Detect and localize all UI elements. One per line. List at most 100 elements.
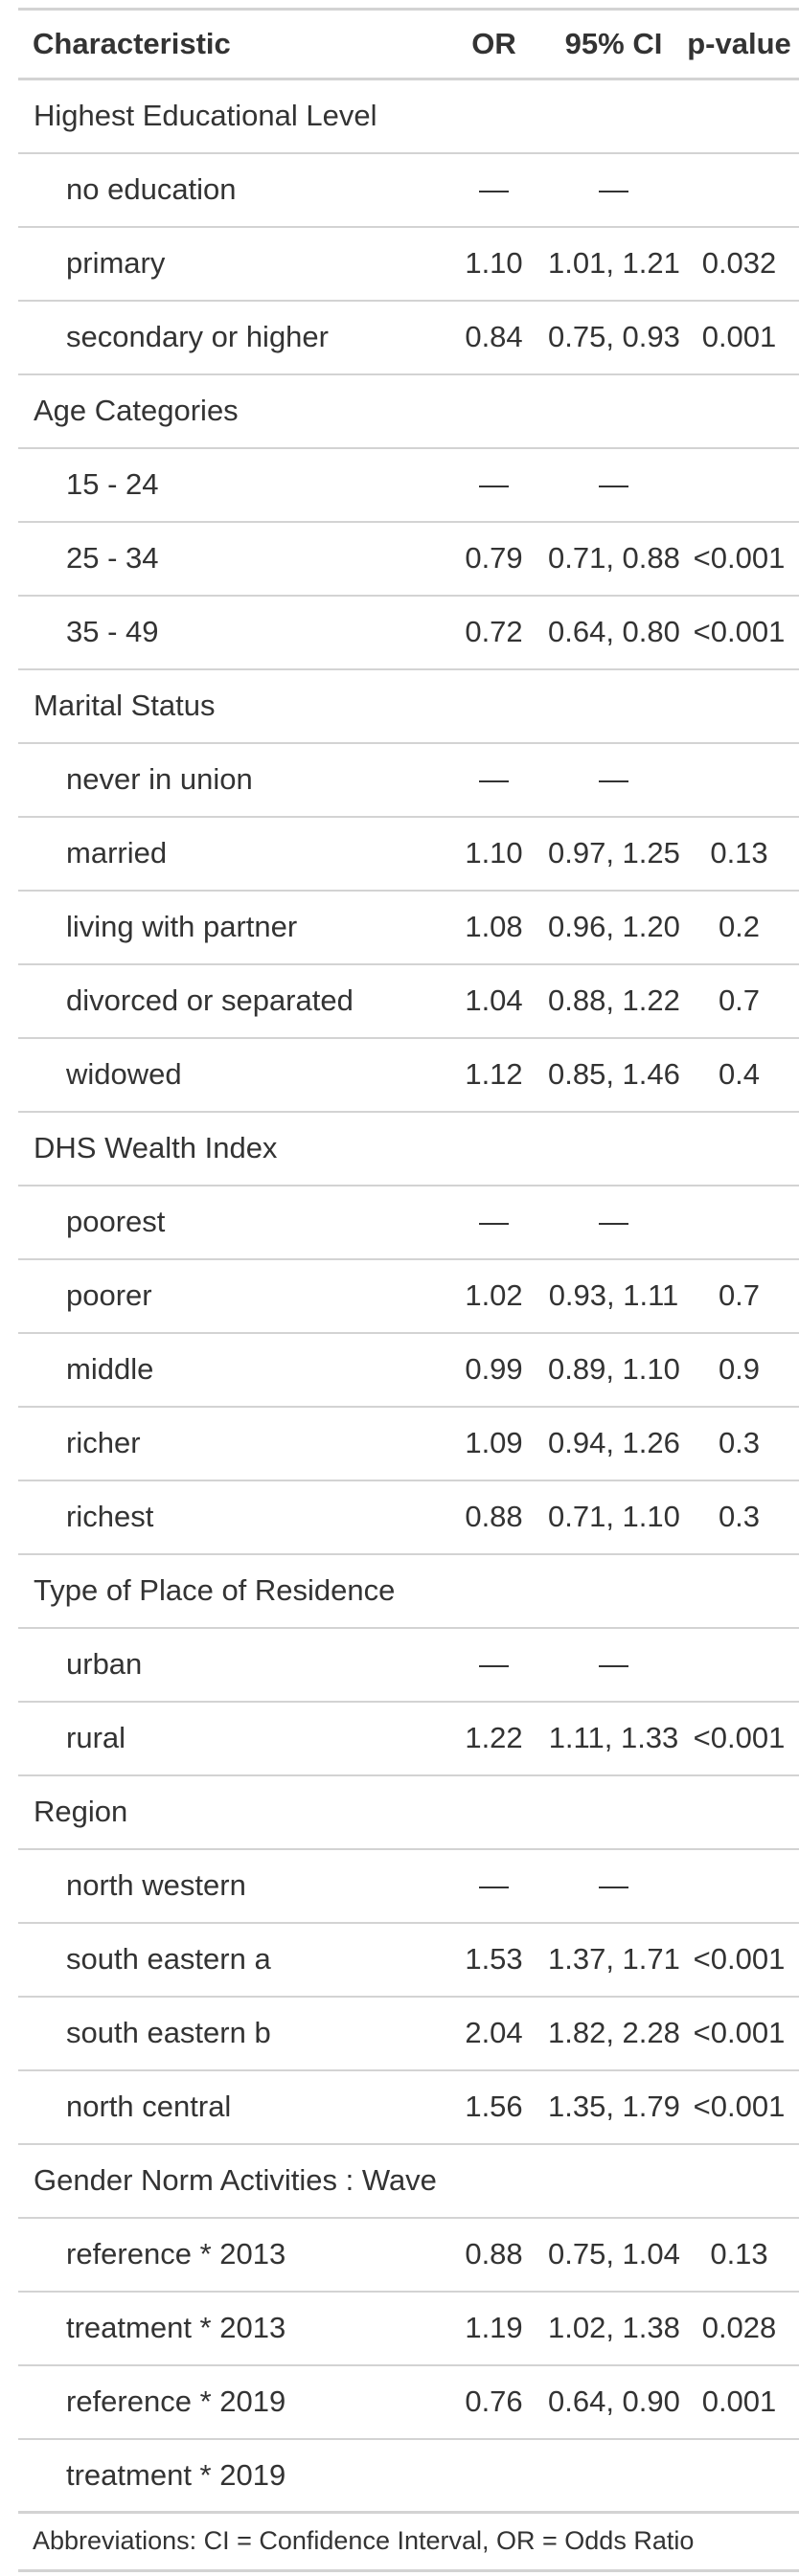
table-row: married 1.10 0.97, 1.25 0.13 <box>18 816 799 892</box>
confidence-interval-cell: — <box>548 152 679 228</box>
table-row: urban — — <box>18 1627 799 1703</box>
level-label: primary <box>18 226 440 302</box>
p-value-cell: 0.3 <box>679 1406 799 1481</box>
confidence-interval-cell: 0.85, 1.46 <box>548 1037 680 1113</box>
odds-ratio-cell: 1.04 <box>440 963 548 1039</box>
confidence-interval-cell <box>548 2143 679 2219</box>
level-label: south eastern a <box>18 1922 440 1998</box>
confidence-interval-cell: 1.02, 1.38 <box>548 2291 680 2366</box>
odds-ratio-cell: 1.19 <box>440 2291 548 2366</box>
table-row-group: Age Categories <box>18 373 799 449</box>
odds-ratio-cell: 1.56 <box>440 2069 548 2145</box>
level-label: north central <box>18 2069 440 2145</box>
table-row: treatment * 2013 1.19 1.02, 1.38 0.028 <box>18 2291 799 2366</box>
odds-ratio-cell: 1.09 <box>440 1406 548 1481</box>
p-value-cell: <0.001 <box>679 1922 799 1998</box>
confidence-interval-cell: 0.71, 1.10 <box>548 1480 680 1555</box>
level-label: reference * 2019 <box>18 2364 440 2440</box>
table-row: reference * 2013 0.88 0.75, 1.04 0.13 <box>18 2217 799 2293</box>
odds-ratio-cell: — <box>440 742 548 818</box>
p-value-cell <box>679 668 799 744</box>
variable-label: Region <box>18 1774 440 1850</box>
table-row: widowed 1.12 0.85, 1.46 0.4 <box>18 1037 799 1113</box>
odds-ratio-cell: 1.10 <box>440 816 548 892</box>
confidence-interval-cell <box>548 1774 679 1850</box>
confidence-interval-cell: 0.88, 1.22 <box>548 963 680 1039</box>
header-characteristic[interactable]: Characteristic <box>18 8 440 80</box>
odds-ratio-cell: 0.76 <box>440 2364 548 2440</box>
table-row: reference * 2019 0.76 0.64, 0.90 0.001 <box>18 2364 799 2440</box>
table-row-group: Highest Educational Level <box>18 79 799 154</box>
confidence-interval-cell <box>548 2438 679 2514</box>
odds-ratio-cell <box>440 79 548 154</box>
table-row: treatment * 2019 <box>18 2438 799 2514</box>
variable-label: Highest Educational Level <box>18 79 440 154</box>
confidence-interval-cell: — <box>548 1627 679 1703</box>
odds-ratio-cell <box>440 1553 548 1629</box>
header-confidence-interval[interactable]: 95% CI <box>548 8 679 80</box>
table-row-group: DHS Wealth Index <box>18 1111 799 1186</box>
level-label: 35 - 49 <box>18 595 440 670</box>
level-label: middle <box>18 1332 440 1408</box>
header-p-value[interactable]: p-value <box>679 8 799 80</box>
p-value-cell: <0.001 <box>679 1996 799 2071</box>
table-row-group: Marital Status <box>18 668 799 744</box>
odds-ratio-cell: 1.08 <box>440 890 548 965</box>
confidence-interval-cell: — <box>548 447 679 523</box>
confidence-interval-cell: 0.93, 1.11 <box>548 1258 679 1334</box>
variable-label: Marital Status <box>18 668 440 744</box>
header-odds-ratio[interactable]: OR <box>440 8 548 80</box>
odds-ratio-cell: 1.02 <box>440 1258 548 1334</box>
regression-table: Characteristic OR 95% CI p-value Highest… <box>18 8 799 2572</box>
odds-ratio-cell: 1.53 <box>440 1922 548 1998</box>
level-label: living with partner <box>18 890 440 965</box>
variable-label: Type of Place of Residence <box>18 1553 440 1629</box>
p-value-cell <box>679 2143 799 2219</box>
level-label: treatment * 2013 <box>18 2291 440 2366</box>
table-row: richer 1.09 0.94, 1.26 0.3 <box>18 1406 799 1481</box>
level-label: never in union <box>18 742 440 818</box>
p-value-cell: 0.7 <box>679 1258 799 1334</box>
confidence-interval-cell: 0.89, 1.10 <box>548 1332 680 1408</box>
variable-label: Gender Norm Activities : Wave <box>18 2143 440 2219</box>
p-value-cell: 0.3 <box>679 1480 799 1555</box>
table-row: 35 - 49 0.72 0.64, 0.80 <0.001 <box>18 595 799 670</box>
confidence-interval-cell: 0.75, 0.93 <box>548 300 680 375</box>
odds-ratio-cell: 0.84 <box>440 300 548 375</box>
p-value-cell <box>679 1627 799 1703</box>
confidence-interval-cell: — <box>548 1185 679 1260</box>
table-body: Highest Educational Level no education — — p… <box>18 79 799 2514</box>
p-value-cell <box>679 79 799 154</box>
odds-ratio-cell: 0.79 <box>440 521 548 597</box>
p-value-cell <box>679 2438 799 2514</box>
level-label: urban <box>18 1627 440 1703</box>
table-row: middle 0.99 0.89, 1.10 0.9 <box>18 1332 799 1408</box>
confidence-interval-cell <box>548 1111 679 1186</box>
level-label: 25 - 34 <box>18 521 440 597</box>
p-value-cell: 0.001 <box>679 300 799 375</box>
table-footer: Abbreviations: CI = Confidence Interval,… <box>18 2511 799 2572</box>
confidence-interval-cell: 0.97, 1.25 <box>548 816 680 892</box>
confidence-interval-cell: — <box>548 742 679 818</box>
table-row: north western — — <box>18 1848 799 1924</box>
level-label: poorest <box>18 1185 440 1260</box>
p-value-cell: 0.13 <box>679 816 799 892</box>
odds-ratio-cell <box>440 1111 548 1186</box>
odds-ratio-cell <box>440 2438 548 2514</box>
variable-label: DHS Wealth Index <box>18 1111 440 1186</box>
p-value-cell: <0.001 <box>679 521 799 597</box>
p-value-cell: 0.9 <box>679 1332 799 1408</box>
odds-ratio-cell: — <box>440 447 548 523</box>
level-label: treatment * 2019 <box>18 2438 440 2514</box>
confidence-interval-cell <box>548 1553 679 1629</box>
confidence-interval-cell <box>548 373 679 449</box>
p-value-cell <box>679 1553 799 1629</box>
odds-ratio-cell: — <box>440 152 548 228</box>
variable-label: Age Categories <box>18 373 440 449</box>
table-row: south eastern a 1.53 1.37, 1.71 <0.001 <box>18 1922 799 1998</box>
table-row: primary 1.10 1.01, 1.21 0.032 <box>18 226 799 302</box>
table-row: richest 0.88 0.71, 1.10 0.3 <box>18 1480 799 1555</box>
table-row-group: Type of Place of Residence <box>18 1553 799 1629</box>
level-label: poorer <box>18 1258 440 1334</box>
confidence-interval-cell: 1.01, 1.21 <box>548 226 680 302</box>
